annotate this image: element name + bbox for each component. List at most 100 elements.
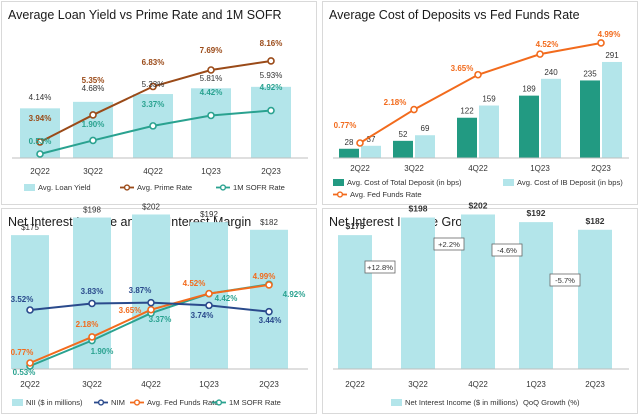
nim-point [147, 298, 155, 307]
nim-point [205, 301, 213, 310]
sofr-rate-data-label: 3.37% [142, 100, 165, 109]
legend-label: Avg. Prime Rate [137, 183, 192, 192]
x-tick-label: 2Q23 [585, 380, 605, 389]
total-deposit-data-label: 235 [583, 69, 597, 78]
legend-label: NII ($ in millions) [26, 398, 83, 407]
nii-data-label: $192 [527, 208, 546, 218]
x-tick-label: 1Q23 [526, 380, 546, 389]
growth-box [433, 237, 465, 251]
legend-marker [97, 399, 105, 406]
fed-funds-data-label: 4.52% [183, 279, 206, 288]
legend-marker [336, 191, 344, 198]
fed-funds-point [597, 39, 605, 47]
nii-bar [578, 229, 612, 369]
sofr-rate-data-label: 4.42% [200, 88, 223, 97]
sofr-rate-data-label: 0.53% [29, 137, 52, 146]
ib-deposit-bar [602, 61, 622, 158]
x-tick-label: 2Q23 [259, 380, 279, 389]
nim-data-label: 3.83% [81, 287, 104, 296]
sofr-rate-data-label: 0.53% [13, 368, 36, 377]
x-tick-label: 4Q22 [141, 380, 161, 389]
total-deposit-bar [339, 148, 359, 158]
fed-funds-point [356, 139, 364, 147]
sofr-rate-data-label: 4.42% [215, 294, 238, 303]
total-deposit-data-label: 122 [460, 107, 474, 116]
fed-funds-data-label: 3.65% [119, 306, 142, 315]
legend-label: Avg. Fed Funds Rate [350, 190, 422, 199]
fed-funds-data-label: 4.99% [253, 272, 276, 281]
x-tick-label: 3Q22 [408, 380, 428, 389]
x-tick-label: 1Q23 [199, 380, 219, 389]
prime-rate-point [207, 66, 215, 74]
panel-deposit-cost: Average Cost of Deposits vs Fed Funds Ra… [322, 1, 638, 205]
deposit-cost-chart: 28 37 52 69 122 159 189 240 235 291 0.77% 2.18% 3.65… [333, 30, 629, 199]
legend-label: QoQ Growth (%) [523, 398, 580, 407]
sofr-rate-data-label: 4.92% [283, 290, 306, 299]
ib-deposit-data-label: 159 [482, 95, 496, 104]
sofr-rate-point [36, 150, 44, 158]
growth-label: -5.7% [555, 276, 575, 285]
legend-label: 1M SOFR Rate [229, 398, 281, 407]
nii-data-label: $175 [346, 221, 365, 231]
nii-bar [250, 229, 288, 369]
total-deposit-data-label: 28 [345, 138, 354, 147]
prime-rate-point [89, 111, 97, 119]
loan-yield-data-label: 4.68% [82, 84, 105, 93]
growth-box [491, 243, 523, 257]
ib-deposit-data-label: 291 [605, 51, 619, 60]
legend-label: NIM [111, 398, 125, 407]
prime-rate-data-label: 8.16% [260, 39, 283, 48]
loan-yield-bar [191, 88, 231, 158]
sofr-rate-data-label: 4.92% [260, 83, 283, 92]
nii-data-label: $182 [586, 216, 605, 226]
chart-title: Average Cost of Deposits vs Fed Funds Ra… [329, 8, 580, 22]
x-tick-label: 4Q22 [468, 164, 488, 173]
x-tick-label: 2Q22 [350, 164, 370, 173]
loan-yield-bar [251, 86, 291, 158]
total-deposit-bar [393, 140, 413, 158]
ib-deposit-bar [479, 105, 499, 158]
fed-funds-data-label: 2.18% [384, 98, 407, 107]
legend-swatch [12, 399, 23, 406]
total-deposit-bar [519, 95, 539, 158]
nii-data-label: $175 [21, 223, 39, 232]
x-tick-label: 2Q23 [591, 164, 611, 173]
panel-loan-yield: Average Loan Yield vs Prime Rate and 1M … [1, 1, 317, 205]
legend-label: Net Interest Income ($ in millions) [405, 398, 519, 407]
growth-label: +2.2% [438, 240, 460, 249]
loan-yield-bar [73, 101, 113, 158]
nim-point [26, 306, 34, 314]
nii-data-label: $202 [469, 200, 488, 210]
fed-funds-point [410, 105, 418, 114]
legend-label: 1M SOFR Rate [233, 183, 285, 192]
legend-label: Avg. Cost of IB Deposit (in bps) [517, 178, 623, 187]
x-tick-label: 4Q22 [468, 380, 488, 389]
ib-deposit-bar [361, 145, 381, 158]
nim-point [265, 307, 273, 316]
legend-swatch [391, 399, 402, 406]
total-deposit-bar [457, 117, 477, 158]
loan-yield-chart: 4.14% 4.68% 5.33% 5.81% 5.93% 3.94% 5.35% 6.83%… [12, 39, 308, 192]
nii-bar [11, 235, 49, 369]
legend-marker [215, 399, 223, 406]
legend-marker [123, 184, 131, 191]
legend-label: Avg. Fed Funds Rate [147, 398, 219, 407]
fed-funds-point [26, 359, 34, 367]
nii-bar [401, 217, 435, 369]
x-tick-label: 1Q23 [530, 164, 550, 173]
ib-deposit-data-label: 240 [544, 68, 558, 77]
growth-label: -4.6% [497, 246, 517, 255]
loan-yield-data-label: 5.93% [260, 71, 283, 80]
nim-data-label: 3.87% [129, 286, 152, 295]
prime-rate-point [36, 138, 44, 146]
prime-rate-data-label: 3.94% [29, 114, 52, 123]
fed-funds-data-label: 2.18% [76, 320, 99, 329]
prime-rate-point [149, 82, 157, 91]
x-tick-label: 2Q22 [20, 380, 40, 389]
nii-bar [461, 214, 495, 369]
sofr-rate-point [267, 106, 275, 115]
sofr-rate-point [207, 111, 215, 120]
fed-funds-point [474, 70, 482, 79]
x-tick-label: 3Q22 [82, 380, 102, 389]
